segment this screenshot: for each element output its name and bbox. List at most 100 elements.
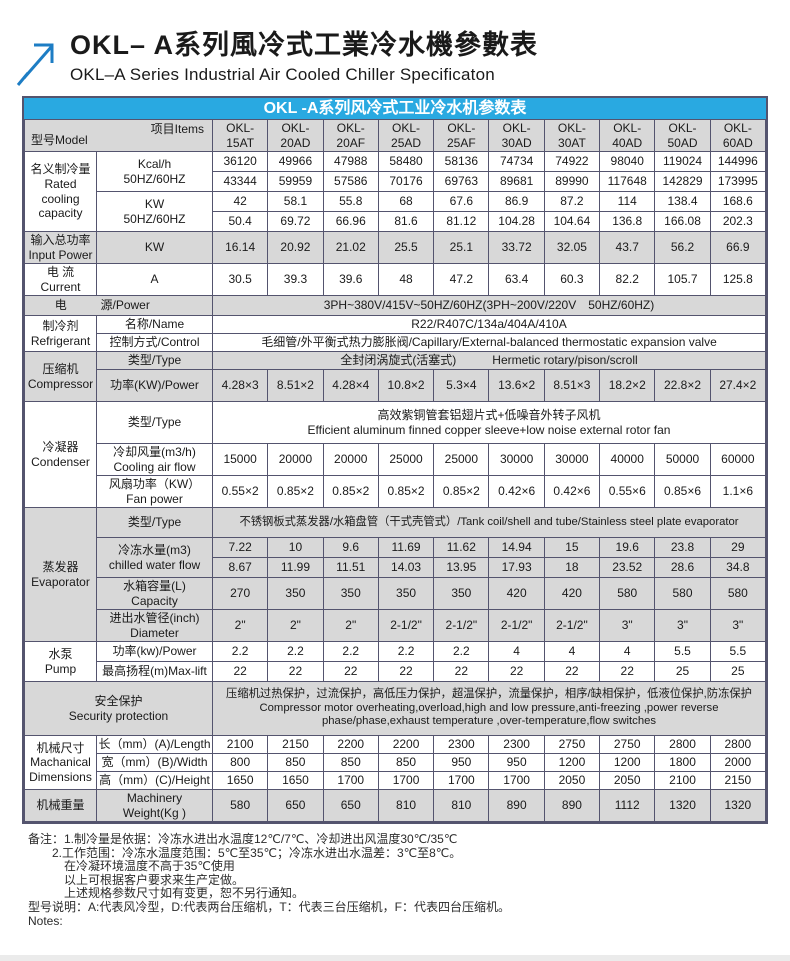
table-cell: KW 50HZ/60HZ xyxy=(96,191,213,232)
table-cell: 0.55×2 xyxy=(211,475,269,508)
table-cell: 5.5 xyxy=(709,641,767,662)
table-cell: 23.52 xyxy=(599,557,656,578)
table-cell: 2150 xyxy=(267,735,324,754)
table-cell: 1700 xyxy=(433,771,490,790)
table-cell: 1800 xyxy=(654,753,711,772)
table-cell: 11.62 xyxy=(433,537,490,558)
table-cell: 13.6×2 xyxy=(488,369,545,402)
table-cell: 4.28×4 xyxy=(322,369,379,402)
table-cell: 22 xyxy=(543,661,601,682)
table-cell: 850 xyxy=(267,753,324,772)
table-cell: 74734 xyxy=(488,151,545,172)
model-header-cell: OKL- 20AF xyxy=(322,119,379,152)
table-cell: 2" xyxy=(211,609,269,642)
table-row: 43344 59959 57586 70176 69763 89681 89990 11764… xyxy=(25,171,767,192)
table-cell: 2.2 xyxy=(267,641,324,662)
table-cell: 98040 xyxy=(599,151,656,172)
table-cell: 30000 xyxy=(488,443,545,476)
table-cell: 风扇功率（KW） Fan power xyxy=(96,475,213,508)
table-row: 高（mm）(C)/Height 1650 1650 1700 1700 1700 1700 2… xyxy=(25,771,767,790)
table-cell: 104.28 xyxy=(488,211,545,232)
table-cell: 168.6 xyxy=(709,191,767,212)
table-cell: 59959 xyxy=(267,171,324,192)
table-cell: KW xyxy=(96,231,213,264)
model-header-cell: OKL- 25AF xyxy=(433,119,490,152)
model-header-cell: OKL- 60AD xyxy=(709,119,767,152)
table-cell: 350 xyxy=(433,577,490,610)
table-cell: Machinery Weight(Kg ) xyxy=(96,789,213,822)
table-cell: 420 xyxy=(488,577,545,610)
table-cell: 5.3×4 xyxy=(433,369,490,402)
table-cell: 14.03 xyxy=(377,557,435,578)
table-row: 安全保护 Security protection 压缩机过热保护，过流保护，高低压… xyxy=(24,681,766,736)
items-label: 项目Items xyxy=(150,122,204,136)
table-cell: 81.12 xyxy=(433,211,490,232)
table-cell: 0.85×2 xyxy=(377,475,435,508)
table-cell: 22 xyxy=(377,661,435,682)
table-cell: 2-1/2" xyxy=(377,609,435,642)
table-cell: 机械重量 xyxy=(24,789,97,822)
table-cell: 2050 xyxy=(599,771,656,790)
table-row: 8.67 11.99 11.51 14.03 13.95 17.93 18 23.52 28.6… xyxy=(25,557,767,578)
table-cell: 1320 xyxy=(709,789,767,822)
table-cell: 输入总功率 Input Power xyxy=(24,231,97,264)
spec-table-grid: 项目Items 型号Model OKL- 15AT OKL- 20AD OKL- 20A… xyxy=(24,119,767,822)
table-row: 水箱容量(L) Capacity 270 350 350 350 350 420 420 580… xyxy=(25,577,767,610)
table-cell: 25000 xyxy=(433,443,490,476)
model-header-cell: OKL- 30AT xyxy=(543,119,601,152)
table-cell: 22 xyxy=(433,661,490,682)
table-row: 名义制冷量 Rated cooling capacity Kcal/h 50HZ/… xyxy=(24,151,767,232)
table-row: 宽（mm）(B)/Width 800 850 850 850 950 950 1200 1200… xyxy=(25,753,767,772)
table-cell: 水泵 Pump xyxy=(24,641,97,682)
table-cell: 2" xyxy=(322,609,379,642)
table-cell: 20000 xyxy=(267,443,324,476)
table-cell: 1650 xyxy=(267,771,324,790)
table-cell: 40000 xyxy=(599,443,656,476)
table-row: 冷凝器 Condenser 类型/Type 高效紫铜管套铝翅片式+低噪音外转子风机 … xyxy=(24,401,766,508)
table-cell: 4 xyxy=(543,641,601,662)
table-cell: 33.72 xyxy=(488,231,545,264)
table-cell: 1.1×6 xyxy=(709,475,767,508)
table-row: 输入总功率 Input Power KW 16.14 20.92 21.02 25.5 25… xyxy=(24,231,767,264)
table-cell: 0.85×2 xyxy=(433,475,490,508)
spec-table: OKL -A系列风冷式工业冷水机参数表 项目Items 型号Model OKL- 1… xyxy=(22,96,768,824)
table-cell: 16.14 xyxy=(211,231,269,264)
table-cell: 23.8 xyxy=(654,537,711,558)
table-cell: 2.2 xyxy=(433,641,490,662)
table-cell: 18 xyxy=(543,557,601,578)
table-cell: 580 xyxy=(654,577,711,610)
table-cell: 138.4 xyxy=(654,191,711,212)
table-cell: 2.2 xyxy=(322,641,379,662)
table-cell: 47988 xyxy=(322,151,379,172)
table-cell: 2" xyxy=(267,609,324,642)
table-cell: 0.55×6 xyxy=(599,475,656,508)
note-line: 备注：1.制冷量是依据：冷冻水进出水温度12℃/7℃、冷却进出风温度30℃/35… xyxy=(28,832,458,846)
table-row: 制冷剂 Refrigerant 名称/Name R22/R407C/134a/404… xyxy=(24,315,766,352)
table-cell: 0.85×2 xyxy=(322,475,379,508)
table-cell: 202.3 xyxy=(709,211,767,232)
table-cell: 27.4×2 xyxy=(709,369,767,402)
table-cell: 48 xyxy=(377,263,435,296)
model-label: 型号Model xyxy=(31,133,88,148)
table-cell: 68 xyxy=(377,191,435,212)
table-cell: 63.4 xyxy=(488,263,545,296)
table-cell: 5.5 xyxy=(654,641,711,662)
table-cell: 66.9 xyxy=(709,231,767,264)
table-cell: 2-1/2" xyxy=(543,609,601,642)
table-cell: 144996 xyxy=(709,151,767,172)
model-items-corner-cell: 项目Items 型号Model xyxy=(24,119,213,152)
table-cell: 580 xyxy=(709,577,767,610)
table-cell: 18.2×2 xyxy=(599,369,656,402)
table-cell: 67.6 xyxy=(433,191,490,212)
table-cell: 69.72 xyxy=(267,211,324,232)
table-cell: 1650 xyxy=(211,771,269,790)
table-cell: 不锈钢板式蒸发器/水箱盘管（干式壳管式）/Tank coil/shell and… xyxy=(212,507,766,538)
table-cell: 最高扬程(m)Max-lift xyxy=(96,661,213,682)
table-cell: 11.99 xyxy=(267,557,324,578)
table-cell: 长（mm）(A)/Length xyxy=(96,735,213,754)
table-cell: 350 xyxy=(377,577,435,610)
table-cell: 类型/Type xyxy=(96,351,213,370)
table-cell: 8.67 xyxy=(211,557,269,578)
table-cell: 2.2 xyxy=(211,641,269,662)
table-cell: 58136 xyxy=(433,151,490,172)
